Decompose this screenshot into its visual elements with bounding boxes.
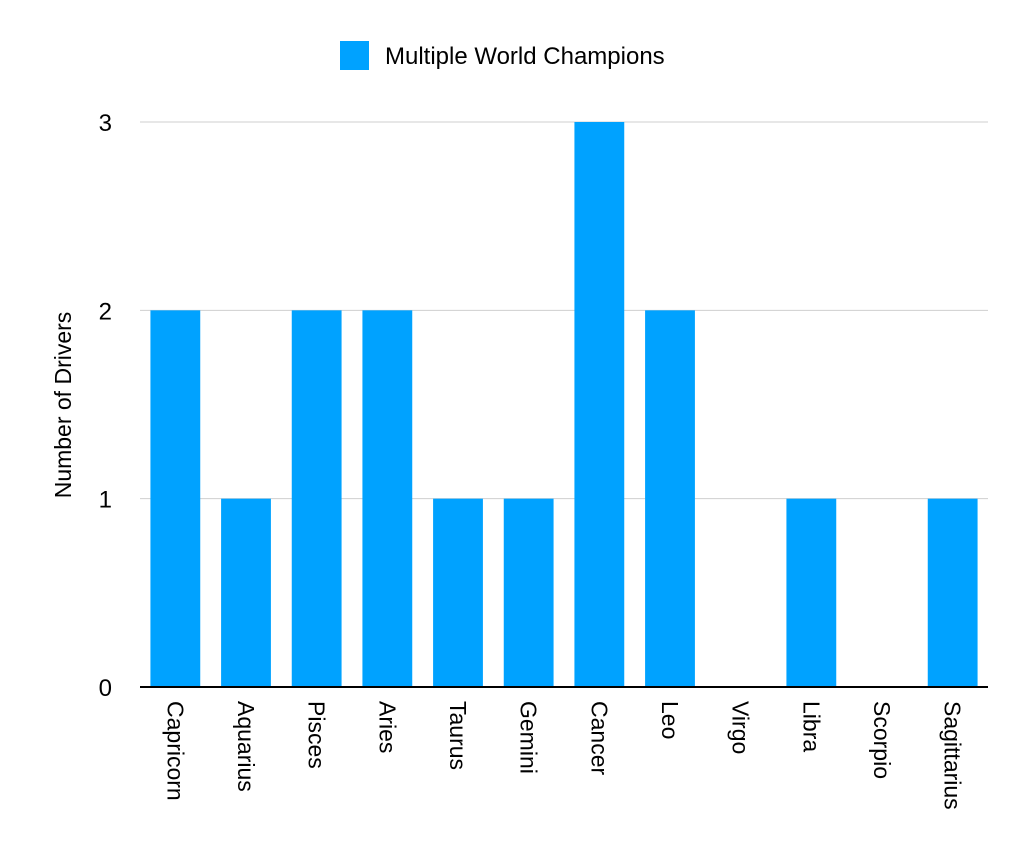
x-tick-label-virgo: Virgo bbox=[728, 701, 754, 754]
bar-aquarius bbox=[221, 498, 271, 687]
legend: Multiple World Champions bbox=[340, 41, 665, 70]
x-tick-label-aquarius: Aquarius bbox=[233, 701, 259, 792]
y-tick-label: 2 bbox=[99, 298, 112, 325]
y-tick-label: 1 bbox=[99, 487, 112, 514]
x-axis-labels: Capricorn Aquarius Pisces Aries Taurus Gemini… bbox=[162, 701, 965, 810]
y-axis-title: Number of Drivers bbox=[50, 312, 76, 499]
bars bbox=[150, 122, 978, 687]
bar-cancer bbox=[574, 122, 625, 687]
bar-taurus bbox=[433, 498, 483, 687]
gridlines bbox=[140, 121, 988, 500]
bar-capricorn bbox=[150, 310, 201, 687]
bar-leo bbox=[645, 310, 695, 687]
bar-pisces bbox=[291, 310, 342, 687]
x-tick-label-pisces: Pisces bbox=[304, 701, 330, 769]
x-tick-label-capricorn: Capricorn bbox=[162, 701, 188, 801]
x-tick-label-cancer: Cancer bbox=[586, 701, 612, 775]
bar-gemini bbox=[503, 498, 554, 687]
x-tick-label-scorpio: Scorpio bbox=[869, 701, 895, 779]
legend-swatch bbox=[340, 41, 369, 70]
legend-label: Multiple World Champions bbox=[385, 43, 665, 70]
bar-sagittarius bbox=[927, 498, 978, 687]
x-tick-label-taurus: Taurus bbox=[445, 701, 471, 770]
x-tick-label-leo: Leo bbox=[657, 701, 683, 739]
x-tick-label-libra: Libra bbox=[798, 701, 824, 752]
x-tick-label-gemini: Gemini bbox=[516, 701, 542, 774]
y-tick-label: 0 bbox=[99, 675, 112, 702]
x-tick-label-aries: Aries bbox=[374, 701, 400, 753]
bar-aries bbox=[362, 310, 413, 687]
y-axis-ticks: 0 1 2 3 bbox=[99, 110, 112, 702]
y-tick-label: 3 bbox=[99, 110, 112, 137]
bar-libra bbox=[786, 498, 837, 687]
x-tick-label-sagittarius: Sagittarius bbox=[940, 701, 966, 810]
